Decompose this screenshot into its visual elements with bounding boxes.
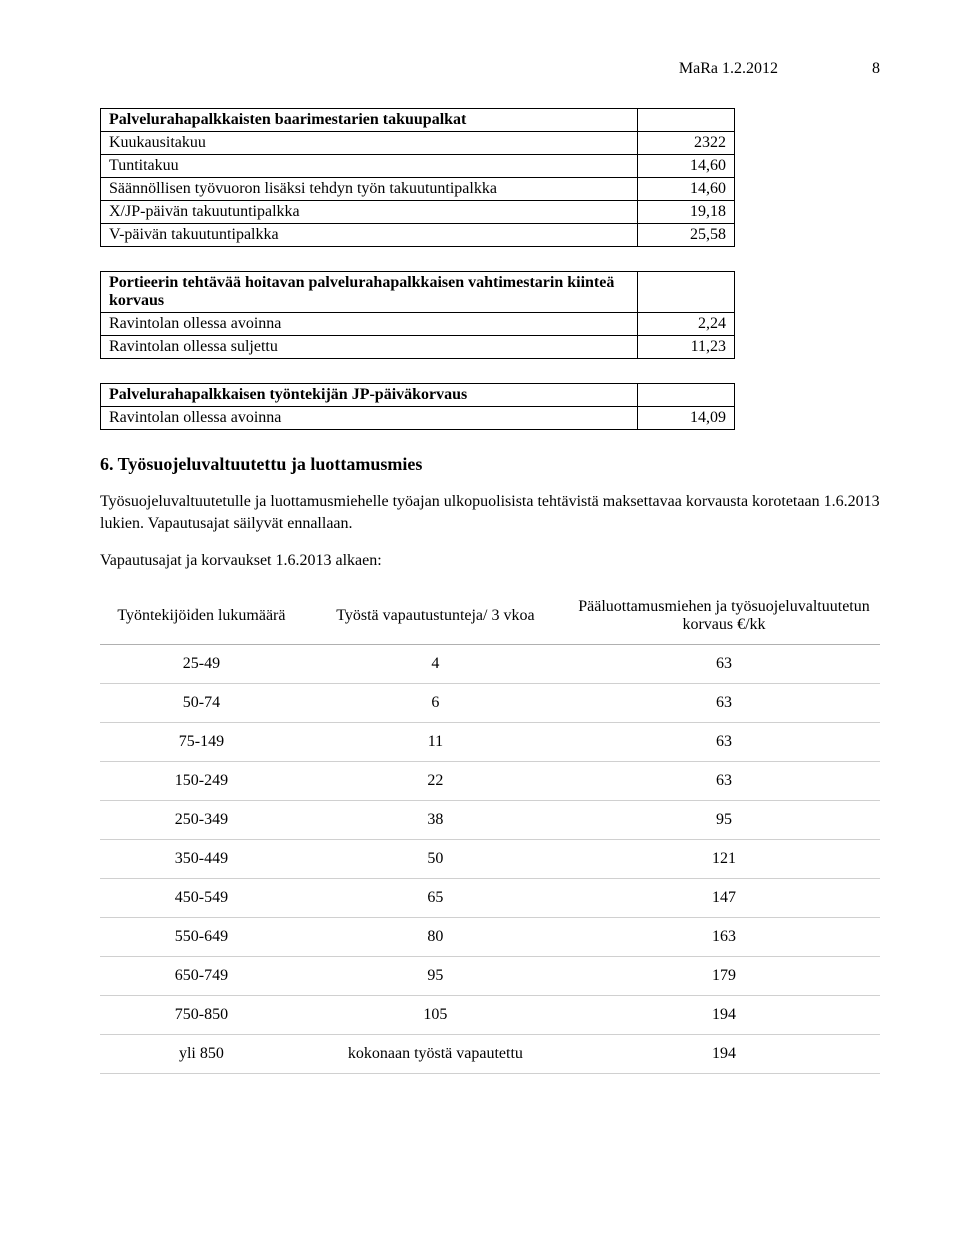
table-cell: 80 xyxy=(303,917,568,956)
table-row: 50-74663 xyxy=(100,683,880,722)
table-cell: 25-49 xyxy=(100,644,303,683)
table-header-cell: Työstä vapautustunteja/ 3 vkoa xyxy=(303,588,568,645)
table-header-row: Työntekijöiden lukumäärä Työstä vapautus… xyxy=(100,588,880,645)
table-portieeri: Portieerin tehtävää hoitavan palveluraha… xyxy=(100,271,735,359)
table-cell: 179 xyxy=(568,956,880,995)
table-row: X/JP-päivän takuutuntipalkka 19,18 xyxy=(101,201,735,224)
table-cell: 194 xyxy=(568,995,880,1034)
table-row: Portieerin tehtävää hoitavan palveluraha… xyxy=(101,272,735,313)
table-cell: 194 xyxy=(568,1034,880,1073)
table-row: 750-850105194 xyxy=(100,995,880,1034)
table-row: yli 850kokonaan työstä vapautettu194 xyxy=(100,1034,880,1073)
table-row: Tuntitakuu 14,60 xyxy=(101,155,735,178)
table-header-cell: Työntekijöiden lukumäärä xyxy=(100,588,303,645)
table-cell-label: X/JP-päivän takuutuntipalkka xyxy=(101,201,638,224)
header-date: MaRa 1.2.2012 xyxy=(679,60,778,77)
table-cell: 250-349 xyxy=(100,800,303,839)
table-cell-label: V-päivän takuutuntipalkka xyxy=(101,224,638,247)
table-cell: 50-74 xyxy=(100,683,303,722)
table-cell: kokonaan työstä vapautettu xyxy=(303,1034,568,1073)
table-cell: 75-149 xyxy=(100,722,303,761)
table-cell-empty xyxy=(638,272,735,313)
table-cell: 11 xyxy=(303,722,568,761)
table-cell-label: Säännöllisen työvuoron lisäksi tehdyn ty… xyxy=(101,178,638,201)
table-cell: 63 xyxy=(568,683,880,722)
table-row: 350-44950121 xyxy=(100,839,880,878)
table-header-cell: Pääluottamusmiehen ja työsuojeluvaltuute… xyxy=(568,588,880,645)
table-cell-value: 19,18 xyxy=(638,201,735,224)
table-cell: 750-850 xyxy=(100,995,303,1034)
table-cell: 6 xyxy=(303,683,568,722)
table-row: 25-49463 xyxy=(100,644,880,683)
table-cell: yli 850 xyxy=(100,1034,303,1073)
table-row: 650-74995179 xyxy=(100,956,880,995)
table-cell-value: 11,23 xyxy=(638,336,735,359)
table-row: 550-64980163 xyxy=(100,917,880,956)
table-cell: 450-549 xyxy=(100,878,303,917)
table-cell: 65 xyxy=(303,878,568,917)
table-title: Palvelurahapalkkaisten baarimestarien ta… xyxy=(101,109,638,132)
table-title: Palvelurahapalkkaisen työntekijän JP-päi… xyxy=(101,384,638,407)
table-cell-label: Kuukausitakuu xyxy=(101,132,638,155)
table-cell-value: 25,58 xyxy=(638,224,735,247)
table-row: Palvelurahapalkkaisten baarimestarien ta… xyxy=(101,109,735,132)
table-cell: 95 xyxy=(303,956,568,995)
header-page-number: 8 xyxy=(872,60,880,77)
table-cell-value: 14,60 xyxy=(638,155,735,178)
table-cell-empty xyxy=(638,384,735,407)
table-row: Säännöllisen työvuoron lisäksi tehdyn ty… xyxy=(101,178,735,201)
section-paragraph: Työsuojeluvaltuutetulle ja luottamusmieh… xyxy=(100,491,880,534)
section-heading: 6. Työsuojeluvaltuutettu ja luottamusmie… xyxy=(100,454,880,475)
table-cell-empty xyxy=(638,109,735,132)
table-cell-value: 2322 xyxy=(638,132,735,155)
table-row: Ravintolan ollessa avoinna 2,24 xyxy=(101,313,735,336)
table-cell-label: Ravintolan ollessa avoinna xyxy=(101,407,638,430)
table-cell-value: 14,60 xyxy=(638,178,735,201)
page-header: MaRa 1.2.2012 8 xyxy=(100,60,880,78)
section-paragraph: Vapautusajat ja korvaukset 1.6.2013 alka… xyxy=(100,550,880,572)
table-cell: 147 xyxy=(568,878,880,917)
table-cell: 95 xyxy=(568,800,880,839)
table-cell: 121 xyxy=(568,839,880,878)
table-cell-label: Ravintolan ollessa suljettu xyxy=(101,336,638,359)
table-cell-label: Tuntitakuu xyxy=(101,155,638,178)
table-cell-value: 2,24 xyxy=(638,313,735,336)
table-row: V-päivän takuutuntipalkka 25,58 xyxy=(101,224,735,247)
table-cell: 350-449 xyxy=(100,839,303,878)
table-row: 150-2492263 xyxy=(100,761,880,800)
table-row: 450-54965147 xyxy=(100,878,880,917)
table-baarimestarit: Palvelurahapalkkaisten baarimestarien ta… xyxy=(100,108,735,247)
table-cell: 63 xyxy=(568,722,880,761)
table-row: 250-3493895 xyxy=(100,800,880,839)
table-cell: 150-249 xyxy=(100,761,303,800)
table-jp-korvaus: Palvelurahapalkkaisen työntekijän JP-päi… xyxy=(100,383,735,430)
table-cell: 38 xyxy=(303,800,568,839)
table-row: Ravintolan ollessa avoinna 14,09 xyxy=(101,407,735,430)
table-cell: 105 xyxy=(303,995,568,1034)
table-korvaukset: Työntekijöiden lukumäärä Työstä vapautus… xyxy=(100,588,880,1074)
table-title: Portieerin tehtävää hoitavan palveluraha… xyxy=(101,272,638,313)
table-cell: 63 xyxy=(568,761,880,800)
table-row: Kuukausitakuu 2322 xyxy=(101,132,735,155)
table-cell-label: Ravintolan ollessa avoinna xyxy=(101,313,638,336)
table-cell: 650-749 xyxy=(100,956,303,995)
table-row: Ravintolan ollessa suljettu 11,23 xyxy=(101,336,735,359)
table-cell: 4 xyxy=(303,644,568,683)
table-row: Palvelurahapalkkaisen työntekijän JP-päi… xyxy=(101,384,735,407)
table-cell: 50 xyxy=(303,839,568,878)
table-cell: 63 xyxy=(568,644,880,683)
table-cell: 163 xyxy=(568,917,880,956)
table-cell: 550-649 xyxy=(100,917,303,956)
table-row: 75-1491163 xyxy=(100,722,880,761)
table-cell: 22 xyxy=(303,761,568,800)
table-cell-value: 14,09 xyxy=(638,407,735,430)
